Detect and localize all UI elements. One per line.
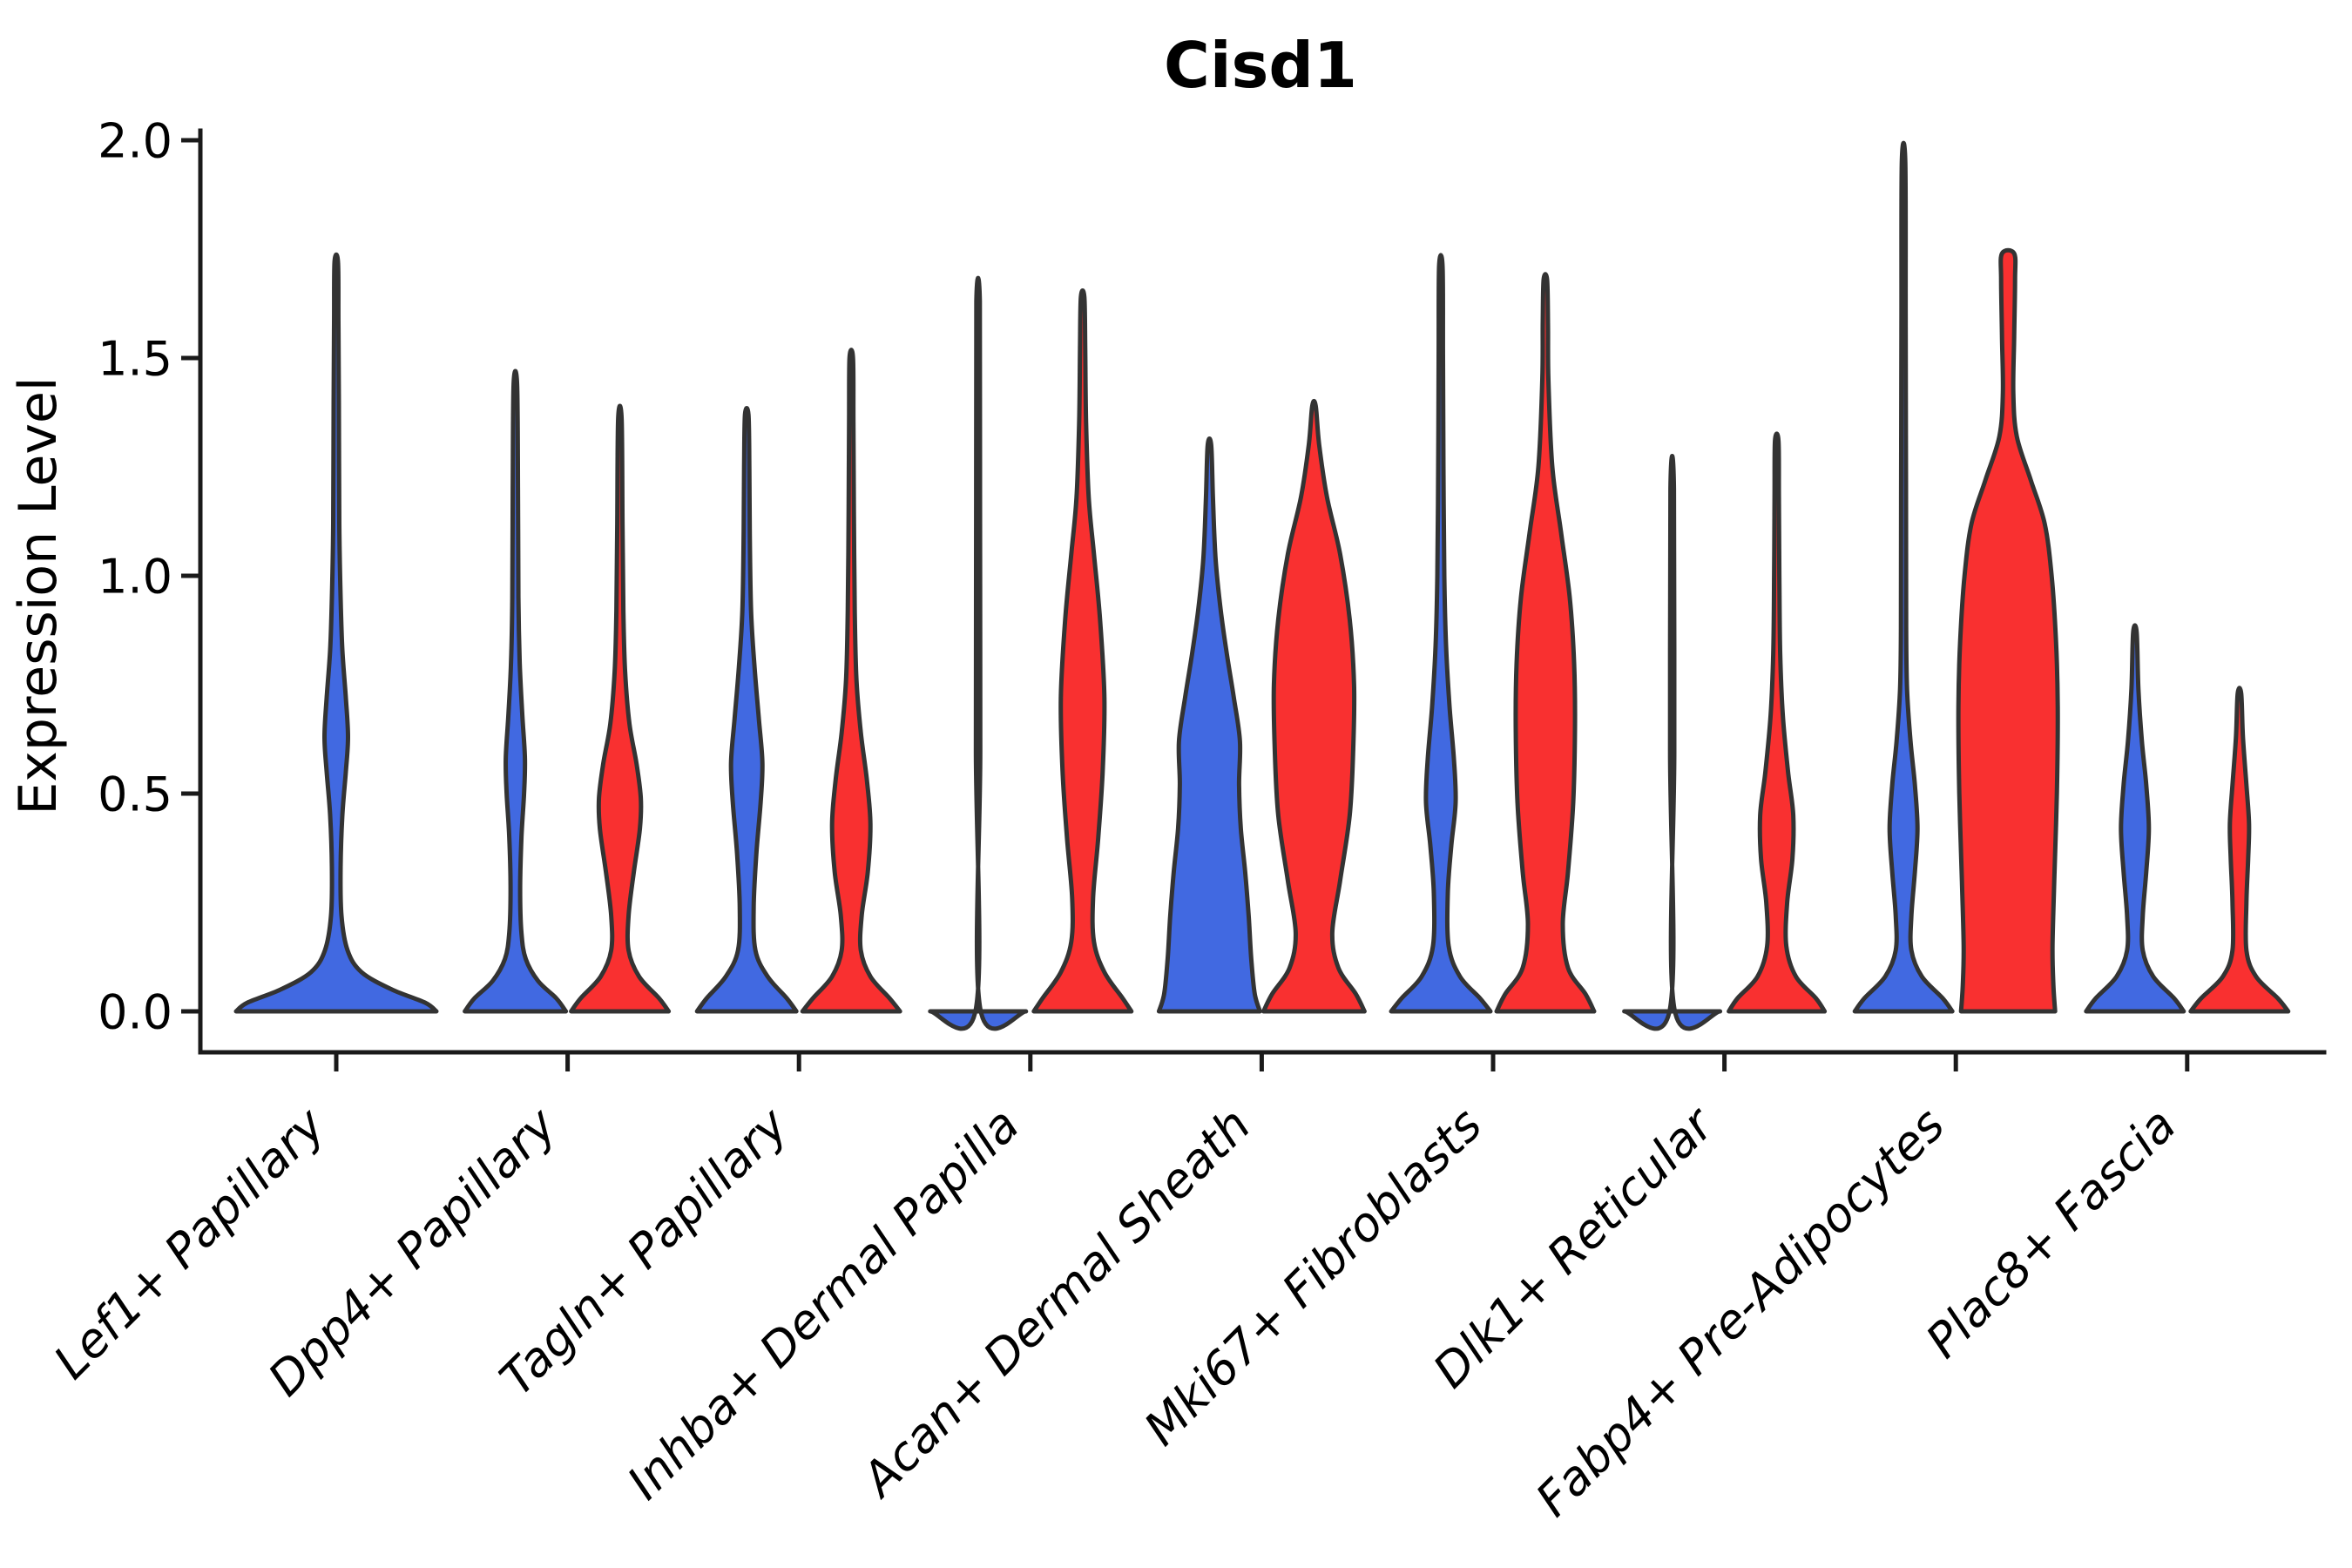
- x-tick-label-fabp4-pre-adipocytes: Fabp4+ Pre-Adipocytes: [1525, 1098, 1955, 1527]
- violin-acan-dermal-sheath-group-blue: [1156, 436, 1262, 1014]
- violin-plac8-fascia-group-red: [2188, 686, 2291, 1014]
- violin-dpp4-papillary-group-blue: [463, 368, 569, 1014]
- y-tick-label: 1.5: [98, 331, 172, 386]
- x-tick-label-plac8-fascia: Plac8+ Fascia: [1916, 1098, 2186, 1369]
- y-tick-label: 0.5: [98, 767, 172, 821]
- violin-tagln-papillary-group-blue: [694, 406, 799, 1014]
- violin-mki67-fibroblasts-group-red: [1494, 272, 1597, 1014]
- y-tick-label: 1.0: [98, 549, 172, 604]
- axes: [181, 128, 2327, 1071]
- violin-dlk1-reticular-group-blue: [1622, 454, 1723, 1031]
- y-tick-label: 2.0: [98, 113, 172, 168]
- violin-tagln-papillary-group-red: [800, 348, 902, 1014]
- y-axis-label: Expression Level: [8, 376, 69, 814]
- axis-spines: [198, 128, 2327, 1055]
- violin-dlk1-reticular-group-red: [1727, 431, 1828, 1014]
- x-tick-label-inhba-dermal-papilla: Inhba+ Dermal Papilla: [617, 1098, 1030, 1511]
- violins: [233, 140, 2291, 1031]
- violin-plac8-fascia-group-blue: [2084, 623, 2186, 1014]
- violin-mki67-fibroblasts-group-blue: [1389, 253, 1493, 1014]
- x-tick-label-acan-dermal-sheath: Acan+ Dermal Sheath: [850, 1098, 1261, 1509]
- violin-fabp4-pre-adipocytes-group-red: [1956, 247, 2060, 1014]
- violin-lef1-papillary-group-blue: [233, 252, 439, 1014]
- violin-inhba-dermal-papilla-group-red: [1031, 288, 1134, 1014]
- violin-fabp4-pre-adipocytes-group-blue: [1852, 140, 1955, 1014]
- violin-acan-dermal-sheath-group-red: [1260, 398, 1367, 1014]
- chart-title: Cisd1: [1164, 29, 1357, 102]
- y-tick-label: 0.0: [98, 984, 172, 1039]
- violin-dpp4-papillary-group-red: [569, 403, 672, 1014]
- violin-inhba-dermal-papilla-group-blue: [928, 275, 1029, 1031]
